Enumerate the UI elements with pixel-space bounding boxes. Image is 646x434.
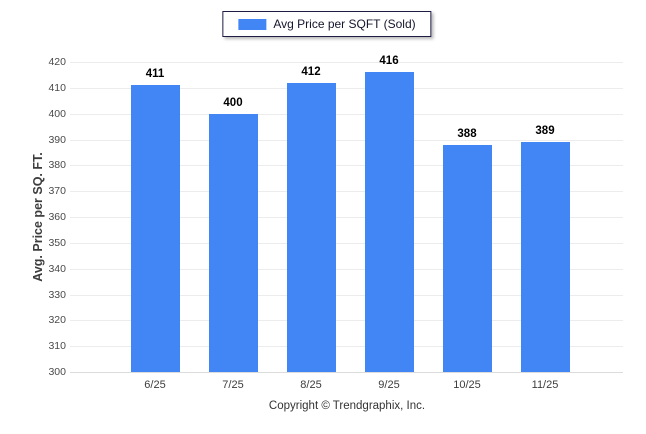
y-tick-label: 400	[48, 108, 66, 120]
bar-value-label: 411	[145, 68, 165, 81]
y-tick-label: 370	[48, 185, 66, 197]
copyright-text: Copyright © Trendgraphix, Inc.	[268, 400, 426, 412]
x-tick-label: 8/25	[300, 379, 322, 391]
y-tick-label: 390	[48, 134, 66, 146]
gridline	[70, 140, 623, 141]
gridline	[70, 165, 623, 166]
y-tick-label: 320	[48, 314, 66, 326]
y-tick-label: 360	[48, 211, 66, 223]
bar-value-label: 412	[301, 65, 321, 78]
gridline	[70, 114, 623, 115]
x-tick-label: 9/25	[378, 379, 400, 391]
y-tick-label: 310	[48, 340, 66, 352]
legend: Avg Price per SQFT (Sold)	[222, 11, 432, 37]
y-tick-label: 300	[48, 366, 66, 378]
bar-value-label: 389	[535, 125, 555, 138]
x-tick-label: 7/25	[222, 379, 244, 391]
bar	[364, 72, 414, 372]
bar	[286, 82, 336, 372]
gridline	[70, 88, 623, 89]
gridline	[70, 269, 623, 270]
bar	[520, 142, 570, 372]
y-tick-label: 330	[48, 289, 66, 301]
y-tick-label: 380	[48, 159, 66, 171]
legend-swatch	[238, 18, 267, 30]
legend-label: Avg Price per SQFT (Sold)	[273, 17, 416, 31]
y-tick-label: 340	[48, 263, 66, 275]
bar-value-label: 400	[223, 96, 243, 109]
gridline	[70, 217, 623, 218]
x-tick-label: 10/25	[453, 379, 481, 391]
x-tick-label: 11/25	[531, 379, 559, 391]
gridline	[70, 320, 623, 321]
gridline	[70, 62, 623, 63]
x-tick-label: 6/25	[144, 379, 166, 391]
bar	[130, 85, 180, 372]
gridline	[70, 372, 623, 373]
gridline	[70, 346, 623, 347]
gridline	[70, 295, 623, 296]
bar-value-label: 416	[379, 55, 399, 68]
bar	[442, 144, 492, 372]
bar-value-label: 388	[457, 127, 477, 140]
gridline	[70, 191, 623, 192]
y-tick-label: 420	[48, 56, 66, 68]
y-tick-label: 350	[48, 237, 66, 249]
bar	[208, 113, 258, 372]
y-tick-label: 410	[48, 82, 66, 94]
gridline	[70, 243, 623, 244]
